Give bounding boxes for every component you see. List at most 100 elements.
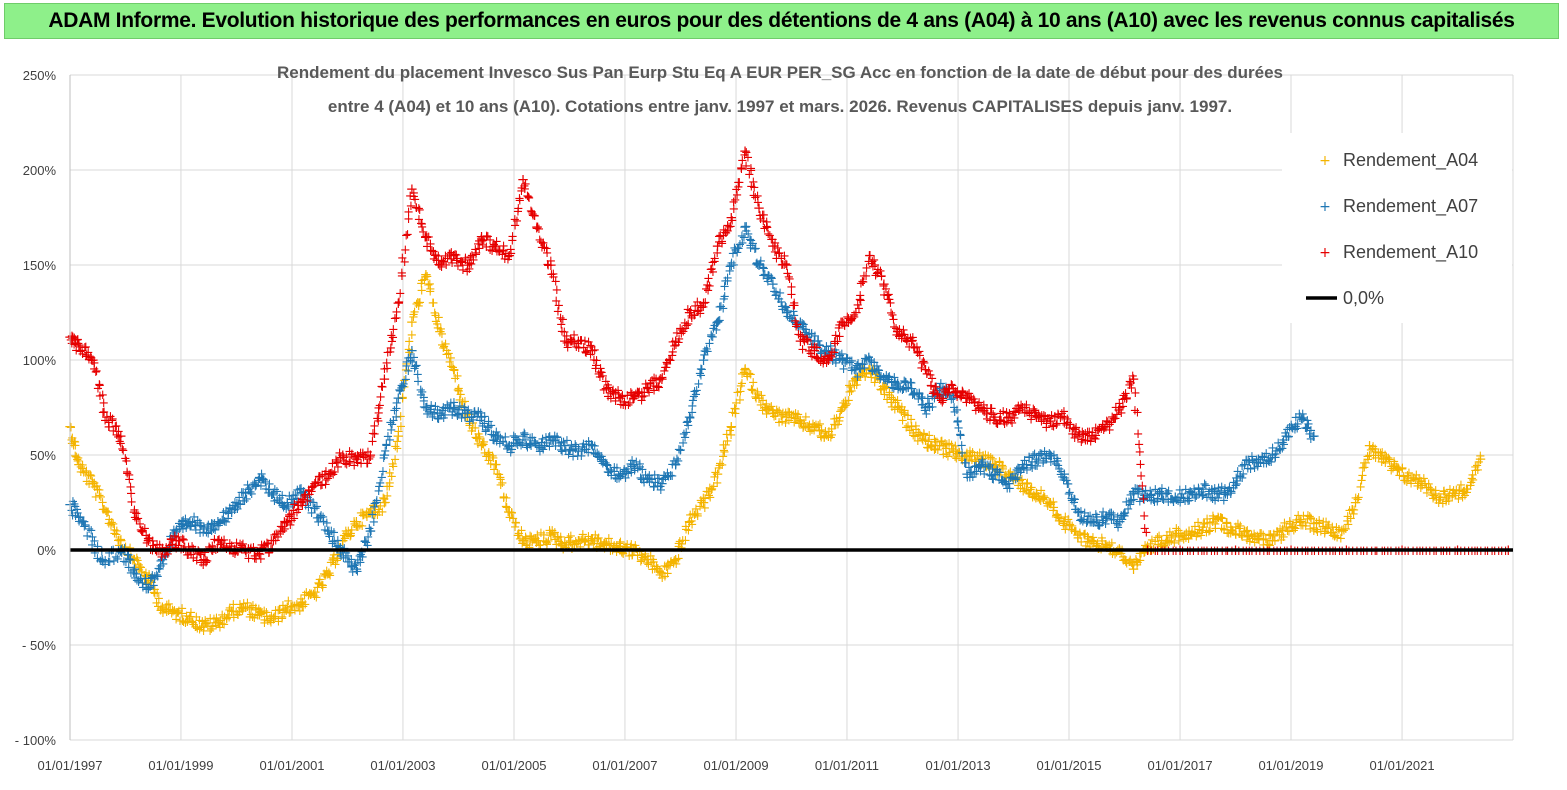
data-point-Rendement_A04: +: [711, 465, 724, 483]
data-point-Rendement_A04: +: [94, 489, 105, 504]
data-point-Rendement_A04: +: [1045, 498, 1056, 513]
data-point-Rendement_A04: +: [870, 371, 881, 386]
data-point-Rendement_A04: +: [425, 282, 436, 297]
data-point-Rendement_A04: +: [954, 446, 965, 461]
data-point-Rendement_A04: +: [1072, 526, 1085, 544]
data-point-Rendement_A04: +: [309, 583, 322, 601]
data-point-Rendement_A04: +: [277, 610, 288, 625]
data-point-Rendement_A04: +: [819, 431, 830, 446]
data-point-Rendement_A04: +: [500, 499, 511, 514]
data-point-Rendement_A04: +: [869, 375, 880, 390]
x-tick-label: 01/01/2011: [815, 758, 879, 773]
data-point-Rendement_A04: +: [641, 556, 652, 571]
data-point-Rendement_A04: +: [890, 395, 901, 410]
data-point-Rendement_A04: +: [1166, 534, 1177, 549]
data-point-Rendement_A04: +: [891, 399, 904, 417]
data-point-Rendement_A04: +: [774, 404, 785, 419]
data-point-Rendement_A04: +: [160, 603, 171, 618]
header-banner: ADAM Informe. Evolution historique des p…: [4, 3, 1559, 39]
data-point-Rendement_A04: +: [769, 410, 780, 425]
data-point-Rendement_A04: +: [752, 387, 763, 402]
data-point-Rendement_A04: +: [1132, 555, 1143, 570]
data-point-Rendement_A04: +: [177, 614, 188, 629]
data-point-Rendement_A04: +: [604, 539, 615, 554]
x-tick-label: 01/01/1997: [37, 758, 102, 773]
data-point-Rendement_A04: +: [131, 551, 142, 566]
data-point-Rendement_A04: +: [849, 372, 860, 387]
data-point-Rendement_A04: +: [767, 404, 778, 419]
data-point-Rendement_A04: +: [803, 419, 814, 434]
data-point-Rendement_A04: +: [416, 276, 427, 291]
data-point-Rendement_A04: +: [81, 475, 92, 490]
data-point-Rendement_A04: +: [689, 508, 700, 523]
data-point-Rendement_A04: +: [314, 577, 325, 592]
data-point-Rendement_A04: +: [128, 551, 141, 569]
data-point-Rendement_A04: +: [91, 479, 102, 494]
data-point-Rendement_A04: +: [800, 410, 811, 425]
data-point-Rendement_A04: +: [708, 480, 719, 495]
x-tick-label: 01/01/2007: [592, 758, 657, 773]
data-point-Rendement_A04: +: [1082, 535, 1093, 550]
data-point-Rendement_A04: +: [614, 537, 625, 552]
data-point-Rendement_A04: +: [1050, 510, 1061, 525]
data-point-Rendement_A04: +: [408, 308, 419, 323]
data-point-Rendement_A04: +: [545, 526, 558, 544]
data-point-Rendement_A04: +: [1038, 492, 1049, 507]
data-point-Rendement_A04: +: [1036, 483, 1047, 498]
data-point-Rendement_A04: +: [912, 434, 923, 449]
data-point-Rendement_A04: +: [860, 370, 871, 385]
data-point-Rendement_A04: +: [859, 363, 870, 378]
data-point-Rendement_A04: +: [697, 494, 710, 512]
data-point-Rendement_A04: +: [273, 614, 284, 629]
data-point-Rendement_A04: +: [634, 544, 645, 559]
data-point-Rendement_A04: +: [345, 527, 356, 542]
data-point-Rendement_A04: +: [337, 534, 348, 549]
data-point-Rendement_A04: +: [1208, 511, 1219, 526]
data-point-Rendement_A04: +: [513, 526, 524, 541]
data-point-Rendement_A04: +: [1014, 473, 1025, 488]
data-point-Rendement_A04: +: [783, 405, 794, 420]
data-point-Rendement_A04: +: [798, 421, 809, 436]
data-point-Rendement_A04: +: [83, 468, 94, 483]
data-point-Rendement_A04: +: [495, 478, 506, 493]
data-point-Rendement_A04: +: [1216, 511, 1227, 526]
data-point-Rendement_A04: +: [892, 394, 903, 409]
data-point-Rendement_A10: +: [1138, 492, 1149, 507]
data-point-Rendement_A04: +: [951, 444, 962, 459]
data-point-Rendement_A04: +: [275, 603, 286, 618]
data-point-Rendement_A04: +: [98, 503, 109, 518]
data-point-Rendement_A04: +: [731, 396, 742, 411]
data-point-Rendement_A04: +: [1155, 539, 1166, 554]
data-point-Rendement_A04: +: [574, 534, 585, 549]
data-point-Rendement_A04: +: [1127, 558, 1138, 573]
x-tick-label: 01/01/2021: [1370, 758, 1435, 773]
data-point-Rendement_A04: +: [698, 491, 709, 506]
data-point-Rendement_A04: +: [725, 418, 738, 436]
data-point-Rendement_A04: +: [956, 452, 967, 467]
data-point-Rendement_A04: +: [416, 284, 427, 299]
data-point-Rendement_A04: +: [932, 443, 943, 458]
data-point-Rendement_A04: +: [947, 442, 960, 460]
data-point-Rendement_A04: +: [963, 454, 974, 469]
data-point-Rendement_A04: +: [727, 406, 738, 421]
y-tick-label: - 100%: [15, 733, 57, 748]
data-point-Rendement_A04: +: [1213, 511, 1224, 526]
data-point-Rendement_A04: +: [651, 559, 662, 574]
data-point-Rendement_A04: +: [205, 624, 216, 639]
data-point-Rendement_A04: +: [994, 455, 1005, 470]
data-point-Rendement_A04: +: [1105, 544, 1116, 559]
data-point-Rendement_A04: +: [1189, 520, 1200, 535]
data-point-Rendement_A04: +: [467, 421, 478, 436]
data-point-Rendement_A04: +: [808, 417, 819, 432]
data-point-Rendement_A04: +: [980, 448, 991, 463]
data-point-Rendement_A04: +: [1108, 544, 1119, 559]
data-point-Rendement_A04: +: [551, 538, 562, 553]
data-point-Rendement_A04: +: [101, 503, 114, 521]
data-point-Rendement_A04: +: [577, 528, 588, 543]
data-point-Rendement_A04: +: [1080, 527, 1091, 542]
data-point-Rendement_A04: +: [358, 509, 369, 524]
data-point-Rendement_A04: +: [545, 526, 556, 541]
data-point-Rendement_A04: +: [695, 494, 706, 509]
data-point-Rendement_A04: +: [592, 532, 603, 547]
data-point-Rendement_A04: +: [238, 596, 249, 611]
